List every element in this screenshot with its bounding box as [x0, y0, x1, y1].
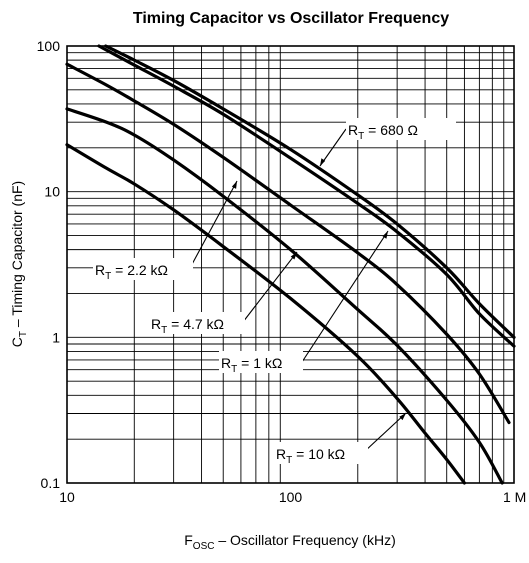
series-line-r4k7	[65, 107, 504, 485]
leader-r680	[319, 128, 347, 167]
svg-text:RT = 10 kΩ: RT = 10 kΩ	[276, 446, 345, 466]
y-tick-label: 0.1	[41, 475, 61, 491]
series-line-r2k2	[65, 62, 511, 425]
y-axis-label: CT – Timing Capacitor (nF)	[9, 181, 29, 347]
svg-text:RT = 1 kΩ: RT = 1 kΩ	[221, 355, 282, 375]
curves	[65, 44, 516, 485]
svg-text:RT = 680 Ω: RT = 680 Ω	[348, 122, 418, 142]
x-tick-label: 100	[279, 489, 303, 505]
label-r10k: RT = 10 kΩ	[274, 442, 368, 466]
leader-r10k	[363, 412, 407, 453]
arrowhead-r4k7	[290, 252, 297, 260]
x-tick-label: 10	[59, 489, 75, 505]
y-tick-label: 1	[52, 329, 60, 345]
series-line-r680	[104, 44, 516, 339]
tick-labels: 10 100 1 M 100 10 1 0.1	[37, 38, 527, 505]
series-line-r1k	[97, 44, 516, 348]
label-r680: RT = 680 Ω	[346, 118, 456, 142]
svg-text:RT = 2.2 kΩ: RT = 2.2 kΩ	[95, 262, 168, 282]
x-tick-label: 1 M	[503, 489, 526, 505]
label-r4k7: RT = 4.7 kΩ	[149, 312, 245, 336]
y-tick-label: 10	[44, 184, 60, 200]
arrowhead-r2k2	[231, 181, 237, 189]
label-r1k: RT = 1 kΩ	[219, 351, 303, 375]
plot-frame	[66, 45, 515, 484]
arrowhead-r10k	[399, 413, 406, 421]
leader-r1k	[301, 230, 389, 363]
series-line-r10k	[65, 143, 467, 485]
label-r2k2: RT = 2.2 kΩ	[93, 258, 193, 282]
x-axis-label: FOSC – Oscillator Frequency (kHz)	[184, 532, 396, 552]
leader-r4k7	[242, 251, 298, 323]
arrowhead-r1k	[382, 231, 388, 239]
y-tick-label: 100	[37, 38, 61, 54]
leader-r2k2	[189, 180, 238, 269]
chart-title: Timing Capacitor vs Oscillator Frequency	[133, 10, 449, 27]
arrowhead-r680	[320, 158, 326, 166]
svg-text:RT = 4.7 kΩ: RT = 4.7 kΩ	[151, 316, 224, 336]
